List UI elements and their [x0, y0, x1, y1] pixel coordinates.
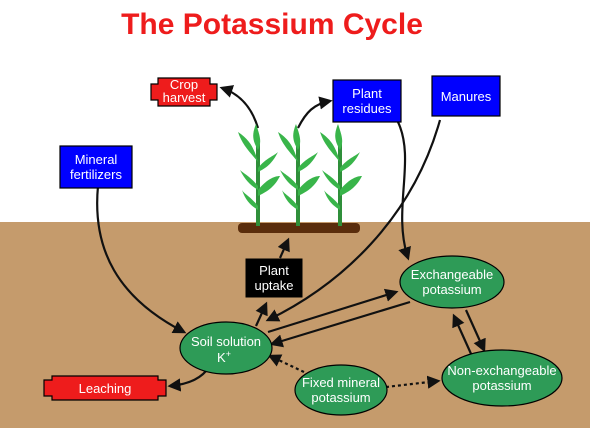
arrows [96, 85, 486, 392]
corn-stalk-3 [320, 124, 362, 226]
arrow-exchangeable-to-nonexchangeable [464, 309, 486, 353]
soil-solution-node: Soil solution K+ [179, 321, 273, 375]
leaching-label: Leaching [79, 381, 132, 396]
corn-stalk-2 [278, 124, 320, 226]
arrow-fixed-to-soil-solution [267, 354, 305, 373]
manures-label: Manures [441, 89, 492, 104]
non-exchangeable-potassium-node: Non-exchangeable potassium [441, 349, 563, 407]
arrow-residues-to-exchangeable [397, 121, 411, 261]
arrow-fixed-to-nonexchangeable [385, 375, 441, 389]
exchangeable-potassium-label-line2: potassium [422, 282, 481, 297]
soil-solution-ion-symbol: K [217, 350, 226, 365]
arrow-to-crop-harvest [219, 85, 260, 129]
plant-uptake-node: Plant uptake [245, 258, 303, 298]
soil-solution-label-line2: K+ [217, 349, 231, 365]
soil-solution-label-line1: Soil solution [191, 334, 261, 349]
manures-node: Manures [431, 75, 501, 117]
mineral-fertilizers-label-line2: fertilizers [70, 167, 123, 182]
crop-harvest-label-line2: harvest [163, 90, 206, 105]
plant-tray [238, 223, 360, 233]
arrow-manures-to-soil-solution [265, 119, 442, 322]
crop-harvest-node: Crop harvest [150, 77, 218, 107]
plant-residues-label-line1: Plant [352, 86, 382, 101]
mineral-fertilizers-node: Mineral fertilizers [59, 145, 133, 189]
arrow-nonexchangeable-to-exchangeable [452, 313, 474, 357]
crop-harvest-label-line1: Crop [170, 77, 198, 92]
fixed-mineral-potassium-label-line1: Fixed mineral [302, 375, 380, 390]
exchangeable-potassium-node: Exchangeable potassium [399, 255, 505, 309]
arrow-to-plant-residues [297, 96, 333, 129]
fixed-mineral-potassium-label-line2: potassium [311, 390, 370, 405]
plant-uptake-label-line2: uptake [254, 278, 293, 293]
plant-uptake-label-line1: Plant [259, 263, 289, 278]
page-title: The Potassium Cycle [121, 8, 423, 41]
plant-residues-label-line2: residues [342, 101, 392, 116]
mineral-fertilizers-label-line1: Mineral [75, 152, 118, 167]
arrow-uptake-to-plants [277, 237, 290, 259]
leaching-node: Leaching [43, 375, 167, 401]
corn-stalk-1 [238, 124, 280, 226]
arrow-soil-solution-to-uptake [254, 301, 268, 327]
arrow-exchangeable-to-soil [269, 300, 411, 348]
plant-icon [238, 124, 362, 226]
non-exchangeable-potassium-label-line2: potassium [472, 378, 531, 393]
arrow-soil-to-exchangeable [267, 288, 399, 334]
non-exchangeable-potassium-label-line1: Non-exchangeable [447, 363, 556, 378]
soil-solution-ion-charge: + [226, 349, 231, 359]
fixed-mineral-potassium-node: Fixed mineral potassium [294, 364, 388, 416]
arrow-fertilizers-to-soil-solution [96, 185, 187, 334]
exchangeable-potassium-label-line1: Exchangeable [411, 267, 493, 282]
plant-residues-node: Plant residues [332, 79, 402, 123]
